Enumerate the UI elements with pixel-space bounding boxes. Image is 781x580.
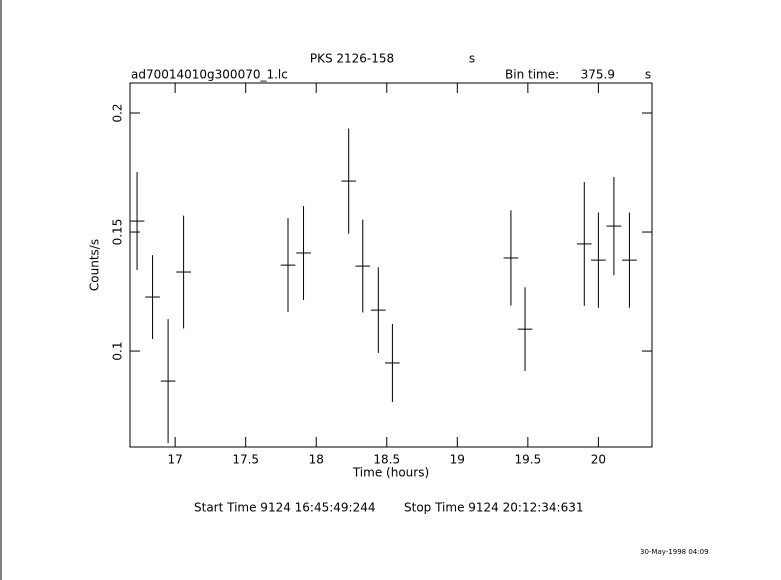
title-suffix: s [469,52,475,66]
x-axis-label: Time (hours) [352,466,429,480]
file-name: ad70014010g300070_1.lc [131,68,288,82]
x-tick-label: 20 [591,453,606,467]
start-time: Start Time 9124 16:45:49:244 [194,501,376,515]
x-tick-label: 18.5 [373,453,400,467]
chart-title: PKS 2126-158 [310,52,394,66]
timestamp: 30-May-1998 04:09 [640,548,709,556]
bin-time-unit: s [645,68,651,82]
y-tick-label: 0.2 [111,103,125,122]
plot-frame [129,82,653,448]
bin-time-label: Bin time: [505,68,559,82]
x-tick-label: 18 [309,453,324,467]
stop-time: Stop Time 9124 20:12:34:631 [404,501,583,515]
y-tick-label: 0.1 [111,342,125,361]
x-tick-label: 17.5 [232,453,259,467]
bin-time: 375.9 [581,68,615,82]
x-tick-label: 19 [450,453,465,467]
y-tick-label: 0.15 [111,219,125,246]
y-axis-label: Counts/s [88,239,102,291]
x-tick-label: 17 [168,453,183,467]
x-tick-label: 19.5 [514,453,541,467]
